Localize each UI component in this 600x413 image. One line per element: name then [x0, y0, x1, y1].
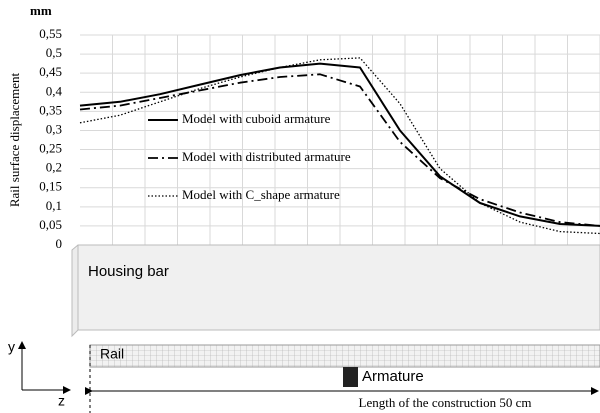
armature: [343, 367, 358, 387]
rail-label: Rail: [100, 346, 124, 362]
legend-label: Model with distributed armature: [182, 149, 351, 164]
y-tick-label: 0,2: [46, 160, 62, 175]
y-axis-label: Rail surface displacement: [7, 72, 22, 207]
housing-face: [78, 245, 600, 330]
legend-label: Model with C_shape armature: [182, 187, 340, 202]
legend-label: Model with cuboid armature: [182, 111, 331, 126]
plot: 0 0,05 0,1 0,15 0,2 0,25 0,3 0,35 0,4 0,45 0,5 0,55…: [39, 26, 600, 251]
y-tick-label: 0,5: [46, 45, 62, 60]
y-tick-label: 0,45: [39, 64, 62, 79]
unit-label: mm: [30, 3, 52, 18]
length-label: Length of the construction 50 cm: [359, 395, 532, 410]
figure: 0 0,05 0,1 0,15 0,2 0,25 0,3 0,35 0,4 0,45 0,5 0,55…: [0, 0, 600, 413]
axis-z-label: z: [58, 393, 65, 409]
y-tick-label: 0,55: [39, 26, 62, 41]
y-tick-label: 0: [56, 236, 63, 251]
housing-label: Housing bar: [88, 263, 169, 280]
rail: [90, 345, 600, 367]
axis-y-label: y: [8, 339, 15, 355]
armature-label: Armature: [362, 368, 424, 385]
y-tick-label: 0,05: [39, 217, 62, 232]
y-tick-label: 0,1: [46, 198, 62, 213]
y-tick-label: 0,3: [46, 121, 62, 136]
y-tick-label: 0,4: [46, 83, 63, 98]
y-tick-label: 0,35: [39, 102, 62, 117]
y-tick-label: 0,25: [39, 141, 62, 156]
y-tick-label: 0,15: [39, 179, 62, 194]
